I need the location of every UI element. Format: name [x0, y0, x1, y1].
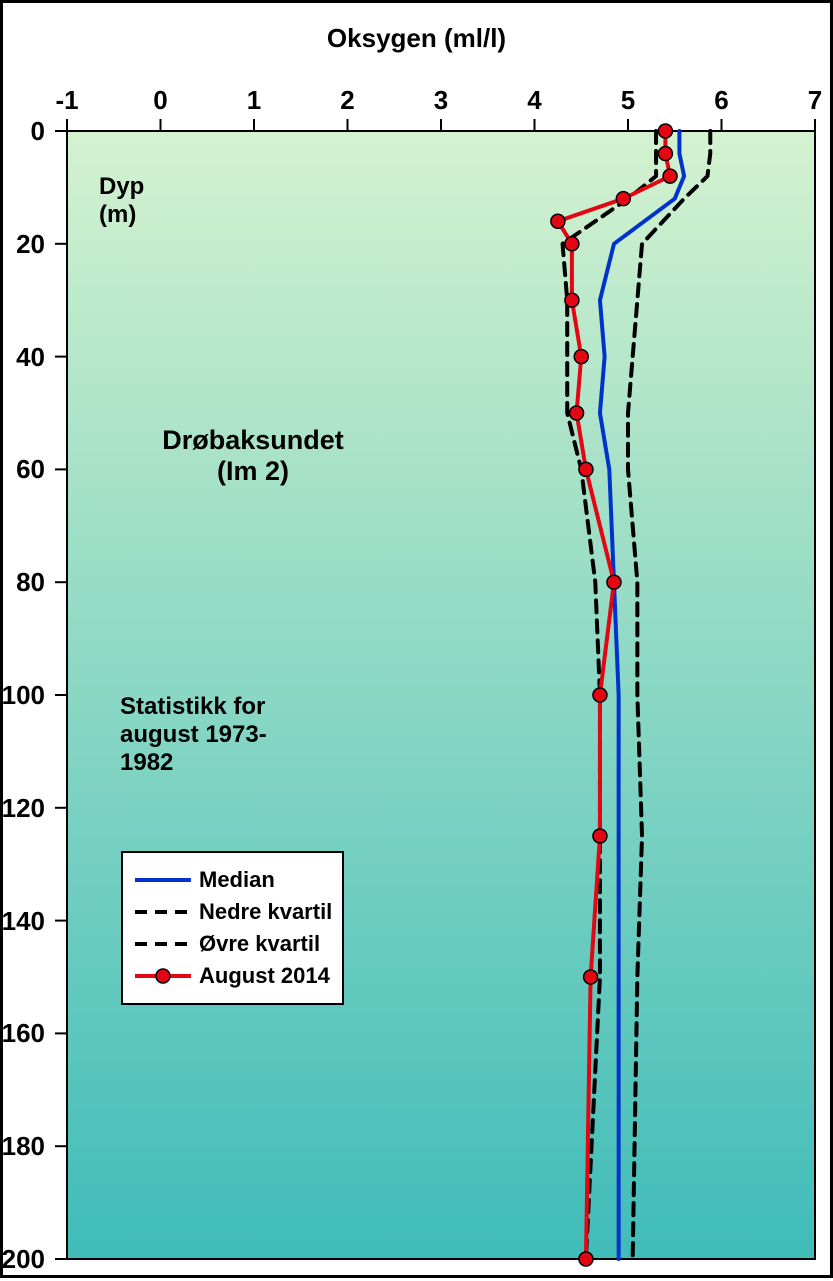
y-tick-label: 0 — [31, 116, 45, 147]
august-2014-marker — [565, 237, 579, 251]
august-2014-marker — [574, 350, 588, 364]
legend-item-lower_quartile: Nedre kvartil — [133, 899, 332, 925]
august-2014-marker — [593, 829, 607, 843]
legend-label: August 2014 — [199, 963, 330, 989]
august-2014-marker — [584, 970, 598, 984]
august-2014-marker — [616, 192, 630, 206]
august-2014-marker — [551, 214, 565, 228]
august-2014-marker — [663, 169, 677, 183]
august-2014-marker — [658, 147, 672, 161]
y-tick-label: 40 — [16, 342, 45, 373]
legend: Median Nedre kvartil Øvre kvartil August 20… — [121, 851, 344, 1005]
x-tick-label: 4 — [515, 85, 555, 116]
august-2014-marker — [579, 462, 593, 476]
legend-swatch — [133, 934, 193, 954]
legend-item-upper_quartile: Øvre kvartil — [133, 931, 332, 957]
legend-item-august_2014: August 2014 — [133, 963, 332, 989]
x-tick-label: 6 — [702, 85, 742, 116]
y-tick-label: 20 — [16, 229, 45, 260]
chart-container: Oksygen (ml/l) -101234567 02040608010012… — [0, 0, 833, 1278]
y-tick-label: 200 — [2, 1244, 45, 1275]
x-tick-label: 2 — [328, 85, 368, 116]
y-tick-label: 100 — [2, 680, 45, 711]
legend-label: Øvre kvartil — [199, 931, 320, 957]
y-axis-title-dyp: Dyp (m) — [99, 173, 144, 229]
x-tick-label: 0 — [141, 85, 181, 116]
y-tick-label: 120 — [2, 793, 45, 824]
x-tick-label: 7 — [795, 85, 833, 116]
legend-item-median: Median — [133, 867, 332, 893]
y-tick-label: 180 — [2, 1131, 45, 1162]
august-2014-marker — [658, 124, 672, 138]
x-tick-label: 1 — [234, 85, 274, 116]
y-tick-label: 60 — [16, 454, 45, 485]
legend-swatch — [133, 870, 193, 890]
x-tick-label: -1 — [47, 85, 87, 116]
august-2014-marker — [607, 575, 621, 589]
august-2014-marker — [593, 688, 607, 702]
x-tick-label: 5 — [608, 85, 648, 116]
legend-swatch — [133, 966, 193, 986]
y-tick-label: 140 — [2, 906, 45, 937]
august-2014-marker — [570, 406, 584, 420]
y-tick-label: 160 — [2, 1018, 45, 1049]
y-tick-label: 80 — [16, 567, 45, 598]
august-2014-marker — [579, 1252, 593, 1266]
site-label: Drøbaksundet (Im 2) — [123, 425, 383, 487]
x-tick-label: 3 — [421, 85, 461, 116]
stats-note: Statistikk for august 1973- 1982 — [120, 693, 267, 777]
legend-swatch — [133, 902, 193, 922]
august-2014-marker — [565, 293, 579, 307]
legend-label: Median — [199, 867, 275, 893]
legend-label: Nedre kvartil — [199, 899, 332, 925]
